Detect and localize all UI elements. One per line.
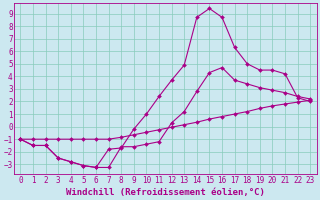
X-axis label: Windchill (Refroidissement éolien,°C): Windchill (Refroidissement éolien,°C) [66,188,265,197]
